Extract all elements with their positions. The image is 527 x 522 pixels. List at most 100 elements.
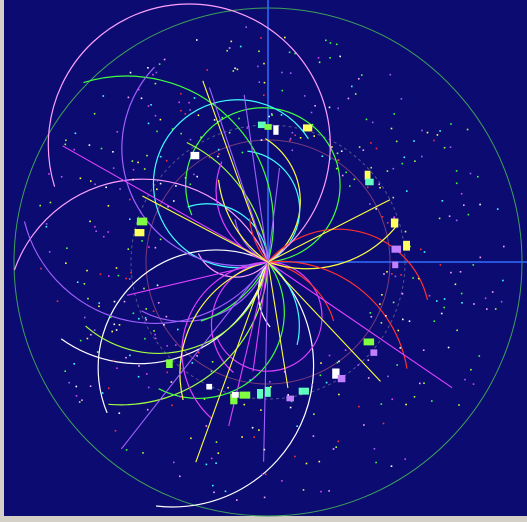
energy-deposit [332,368,340,379]
hit [113,323,116,326]
hit [137,375,140,378]
hit [118,412,121,414]
hit [205,425,208,427]
hit [450,123,452,125]
hit [408,320,411,322]
hit [289,139,291,142]
hit [460,193,463,195]
hit [313,135,315,137]
hit [400,274,402,276]
hit [329,57,331,59]
hit [137,161,139,164]
hit [163,324,165,326]
hit [147,122,150,125]
hit [228,131,231,134]
hit [142,452,144,454]
hit [112,151,114,153]
energy-deposit [364,170,371,180]
hit [281,71,283,74]
track [267,261,300,346]
hit [370,316,373,318]
hit [448,215,451,217]
hit [393,217,395,219]
hit [391,398,393,401]
hit [180,92,182,95]
hit [154,337,157,340]
hit [265,473,267,476]
hit [141,240,143,242]
hit [228,47,231,49]
hit [144,317,147,319]
hit [147,105,150,107]
hit [366,186,369,189]
hit [243,403,246,406]
hit [403,156,406,159]
hit [294,455,296,458]
hit [345,171,347,174]
hit [393,113,396,115]
hit [402,318,404,321]
hit [76,281,79,283]
hit [245,26,247,28]
hit [281,480,283,482]
hit [450,271,452,274]
hit [395,140,398,143]
hit [378,183,380,186]
track [267,260,408,369]
hit [380,322,383,324]
hit [428,294,431,297]
hit [381,216,384,218]
hit [189,109,191,111]
hit [261,473,264,475]
hit [269,381,271,383]
hit [268,115,270,118]
hit [392,167,395,170]
hit [156,130,158,133]
track [158,261,285,399]
hit [417,277,420,280]
hit [215,462,217,464]
hit [98,302,100,304]
hit [137,88,140,91]
energy-deposit [370,349,378,356]
hit [221,116,224,119]
hit [249,379,251,381]
hit [86,337,89,340]
hit [130,272,132,274]
hit [129,198,131,201]
hit [461,302,463,304]
hit [196,355,198,357]
hit [84,316,86,319]
hit [238,117,240,120]
hit [381,294,383,296]
hit [171,404,173,407]
energy-deposit [257,389,264,399]
hit [118,324,121,326]
hit [179,475,181,478]
hit [433,139,435,142]
hit [472,264,475,266]
hit [386,271,388,273]
track [156,261,315,508]
hit [289,137,292,140]
hit [321,155,324,157]
straight-track [267,261,453,389]
hit [479,203,481,206]
track [215,261,323,372]
hit [40,267,42,270]
hit [391,273,393,275]
hit [198,351,200,354]
hit [328,354,331,357]
hit [331,146,333,148]
hit [426,131,429,134]
hit [73,148,75,151]
energy-deposit [239,391,251,399]
hit [421,129,423,132]
hit [197,114,200,117]
hit [263,62,265,65]
hit [167,205,169,208]
hit [340,150,343,152]
track [217,179,269,263]
hit [406,190,408,192]
energy-deposit [257,121,266,129]
